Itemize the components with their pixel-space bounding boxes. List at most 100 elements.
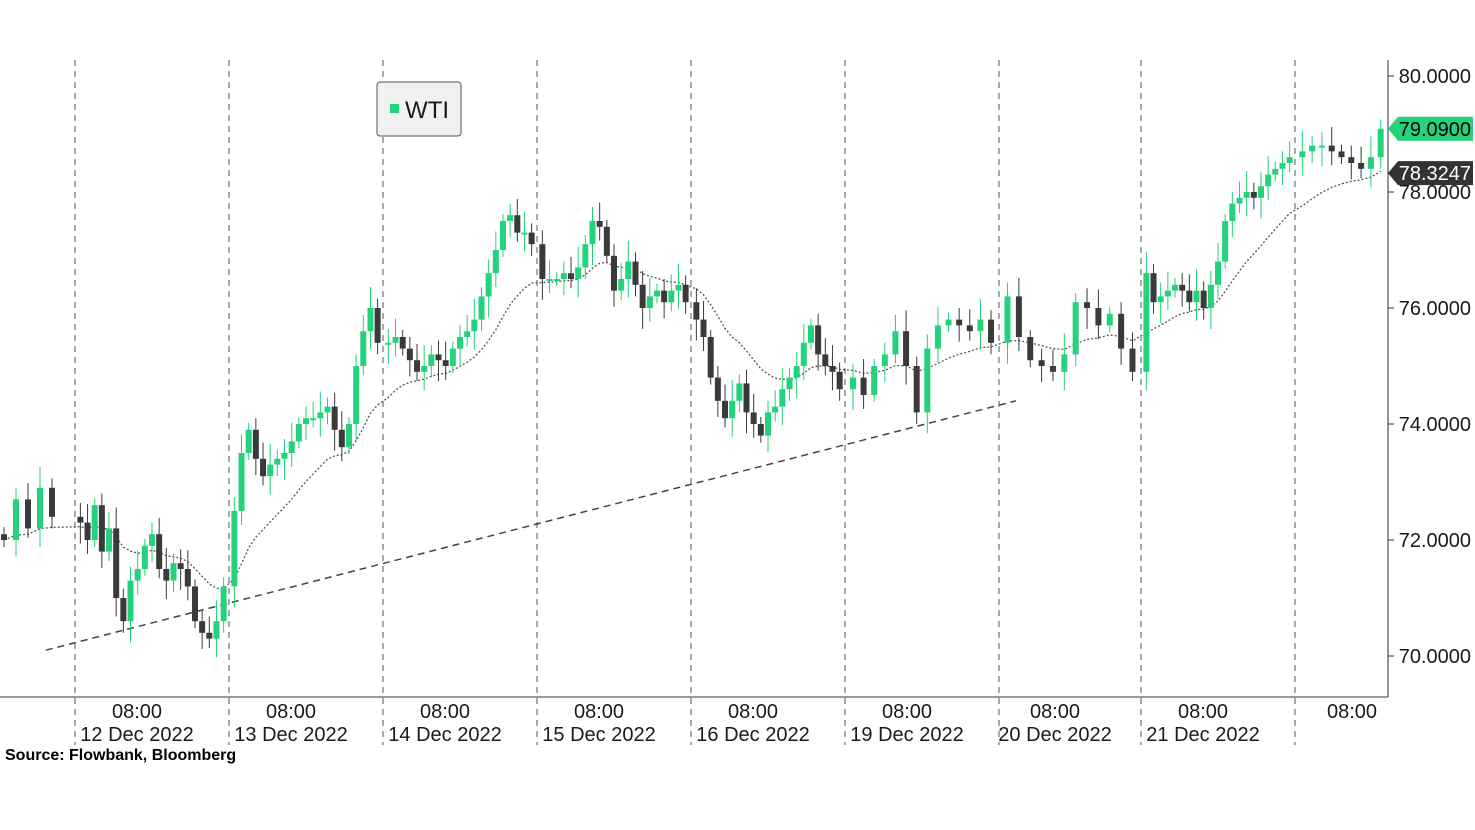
y-tick-label: 80.0000 <box>1399 66 1471 88</box>
candle-up <box>1193 290 1200 303</box>
candle-down <box>988 319 995 343</box>
candle-up <box>478 296 485 320</box>
candle-up <box>1257 186 1264 198</box>
candle-up <box>892 331 899 355</box>
candle-up <box>127 580 134 622</box>
y-tick-label: 74.0000 <box>1399 414 1471 436</box>
candle-up <box>1309 145 1316 152</box>
candle-up <box>1061 354 1068 372</box>
candle-down <box>1179 284 1186 291</box>
candle-up <box>1164 290 1171 297</box>
candle-up <box>345 424 352 448</box>
y-tick-label: 76.0000 <box>1399 298 1471 320</box>
candle-down <box>77 516 84 523</box>
candle-up <box>303 418 309 424</box>
y-tick-label: 72.0000 <box>1399 530 1471 552</box>
candle-down <box>822 354 829 366</box>
candle-down <box>49 487 55 517</box>
candle-down <box>206 632 213 639</box>
candle-up <box>849 377 856 390</box>
candle-down <box>1027 337 1034 361</box>
candle-up <box>1072 302 1079 355</box>
candle-up <box>1157 296 1164 303</box>
candle-up <box>1172 284 1179 291</box>
candle-down <box>1038 360 1045 366</box>
candle-up <box>1106 313 1113 326</box>
candle-down <box>750 412 757 424</box>
candle-down <box>435 354 442 361</box>
candle-up <box>507 215 514 221</box>
candle-up <box>281 453 288 459</box>
x-tick-time: 08:00 <box>1327 701 1377 723</box>
candle-down <box>84 522 91 540</box>
candle-down <box>1186 290 1193 303</box>
candle-up <box>367 308 374 332</box>
candle-up <box>317 412 324 419</box>
candle-down <box>414 360 421 372</box>
candle-down <box>442 360 449 366</box>
candle-up <box>800 342 807 366</box>
moving-average-line <box>3 170 1382 590</box>
trendline <box>45 400 1017 651</box>
candle-up <box>288 441 295 453</box>
candle-up <box>881 354 888 366</box>
x-tick-time: 08:00 <box>1030 701 1080 723</box>
candle-up <box>457 337 463 349</box>
candle-down <box>632 261 639 285</box>
price-tags: 79.0900 78.3247 <box>1388 116 1473 186</box>
candle-down <box>331 406 338 430</box>
candle-down <box>714 377 721 401</box>
candle-up <box>170 563 177 581</box>
legend: WTI <box>376 81 462 137</box>
candle-down <box>700 319 707 337</box>
candle-down <box>177 563 184 569</box>
candle-up <box>765 412 771 436</box>
candle-down <box>903 331 910 366</box>
candle-down <box>399 337 406 349</box>
x-tick-time: 08:00 <box>1178 701 1228 723</box>
candle-down <box>1358 163 1365 169</box>
candle-up <box>736 383 743 401</box>
candle-up <box>772 406 779 413</box>
candle-up <box>464 331 471 337</box>
candle-up <box>324 406 331 413</box>
candle-up <box>141 545 148 569</box>
candle-down <box>1328 145 1335 152</box>
y-tick-label: 78.0000 <box>1399 182 1471 204</box>
candle-up <box>421 366 428 372</box>
candle-up <box>385 342 392 345</box>
candle-down <box>1118 313 1125 349</box>
candle-down <box>682 284 689 303</box>
candle-up <box>392 337 399 343</box>
candle-down <box>252 429 259 459</box>
candle-down <box>956 319 963 326</box>
candle-up <box>492 250 499 274</box>
candle-down <box>639 284 646 308</box>
x-tick-time: 08:00 <box>728 701 778 723</box>
candle-up <box>1229 203 1236 221</box>
candle-up <box>1207 284 1214 308</box>
candle-up <box>668 290 675 303</box>
legend-swatch <box>390 104 399 113</box>
support-trendline <box>45 400 1017 651</box>
x-tick-time: 08:00 <box>266 701 316 723</box>
candle-down <box>661 290 668 303</box>
candle-down <box>757 424 764 436</box>
y-tick-label: 70.0000 <box>1399 646 1471 668</box>
candle-up <box>213 621 220 639</box>
candle-up <box>582 244 589 268</box>
candle-up <box>91 505 98 540</box>
candle-up <box>295 424 302 442</box>
candle-down <box>568 273 575 279</box>
candle-down <box>1049 366 1056 372</box>
candle-up <box>560 273 567 279</box>
candle-up <box>37 487 43 529</box>
candle-down <box>406 348 413 361</box>
candle-down <box>1338 151 1345 158</box>
candle-down <box>338 429 345 448</box>
candle-down <box>611 255 617 291</box>
candle-up <box>428 354 435 366</box>
candle-up <box>625 261 632 279</box>
